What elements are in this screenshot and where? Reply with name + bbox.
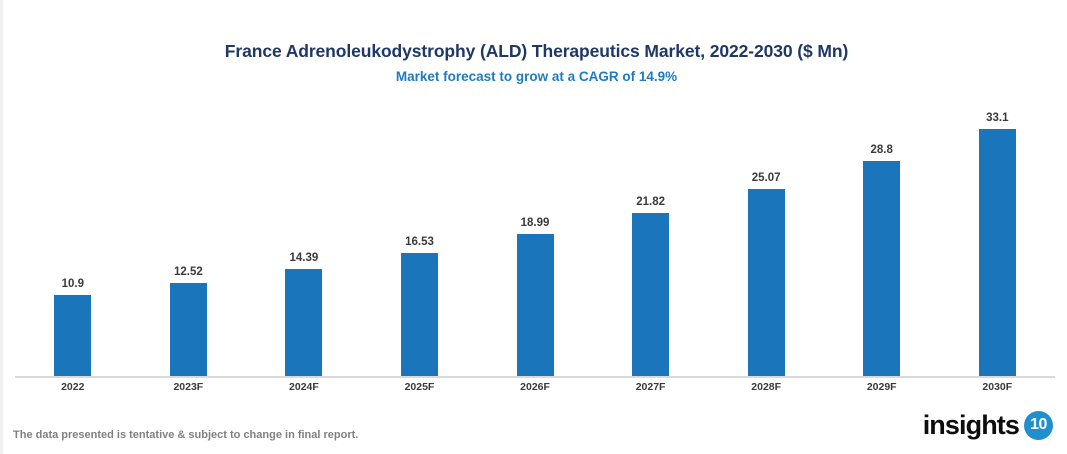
disclaimer-text: The data presented is tentative & subjec… [13, 429, 359, 441]
bar[interactable] [516, 234, 554, 376]
x-axis-tick-label: 2030F [982, 381, 1013, 393]
x-axis-line [15, 376, 1055, 378]
bar-group: 16.53 [362, 110, 478, 376]
chart-subtitle: Market forecast to grow at a CAGR of 14.… [395, 69, 678, 84]
bar-group: 33.1 [940, 110, 1056, 376]
bar[interactable] [747, 189, 785, 376]
bar-group: 14.39 [246, 110, 362, 376]
insights10-logo: insights 10 [923, 408, 1053, 442]
x-axis-tick-label: 2023F [173, 381, 204, 393]
bar[interactable] [863, 161, 901, 376]
bar-value-label: 10.9 [61, 278, 84, 290]
bar-group: 25.07 [708, 110, 824, 376]
x-axis-labels: 2022 2023F 2024F 2025F 2026F 2027F 2028F 2029F 2… [15, 380, 1055, 398]
x-axis-tick-label: 2029F [866, 381, 897, 393]
logo-badge-icon: 10 [1024, 410, 1053, 440]
bar-group: 21.82 [593, 110, 709, 376]
bar-group: 18.99 [477, 110, 593, 376]
bar-value-label: 18.99 [520, 217, 550, 229]
bar-series: 10.9 12.52 14.39 16.53 18.99 21.82 25.07 28.8 33… [15, 110, 1055, 376]
x-axis-tick-label: 2025F [404, 381, 435, 393]
logo-wordmark: insights [922, 410, 1020, 440]
chart-header: France Adrenoleukodystrophy (ALD) Therap… [3, 40, 1067, 85]
x-axis-tick-label: 2028F [751, 381, 782, 393]
x-axis-tick-label: 2027F [635, 381, 666, 393]
chart-title: France Adrenoleukodystrophy (ALD) Therap… [224, 41, 849, 61]
bar-value-label: 12.52 [173, 266, 203, 278]
bar-value-label: 14.39 [289, 252, 319, 264]
bar-value-label: 25.07 [751, 172, 781, 184]
bar-value-label: 33.1 [986, 112, 1009, 124]
x-axis-tick-label: 2026F [520, 381, 550, 393]
bar-group: 12.52 [131, 110, 247, 376]
bar-group: 28.8 [824, 110, 940, 376]
bar[interactable] [632, 213, 670, 376]
bar-value-label: 28.8 [870, 144, 893, 156]
bar[interactable] [54, 295, 92, 376]
bar[interactable] [169, 283, 207, 376]
bar-value-label: 16.53 [405, 236, 434, 248]
plot-area: 10.9 12.52 14.39 16.53 18.99 21.82 25.07 28.8 33… [15, 110, 1055, 378]
bar[interactable] [978, 129, 1016, 376]
bar[interactable] [285, 269, 323, 376]
x-axis-tick-label: 2022 [61, 381, 85, 393]
bar[interactable] [400, 253, 438, 376]
bar-group: 10.9 [15, 110, 131, 376]
x-axis-tick-label: 2024F [289, 381, 319, 393]
bar-value-label: 21.82 [636, 196, 665, 208]
